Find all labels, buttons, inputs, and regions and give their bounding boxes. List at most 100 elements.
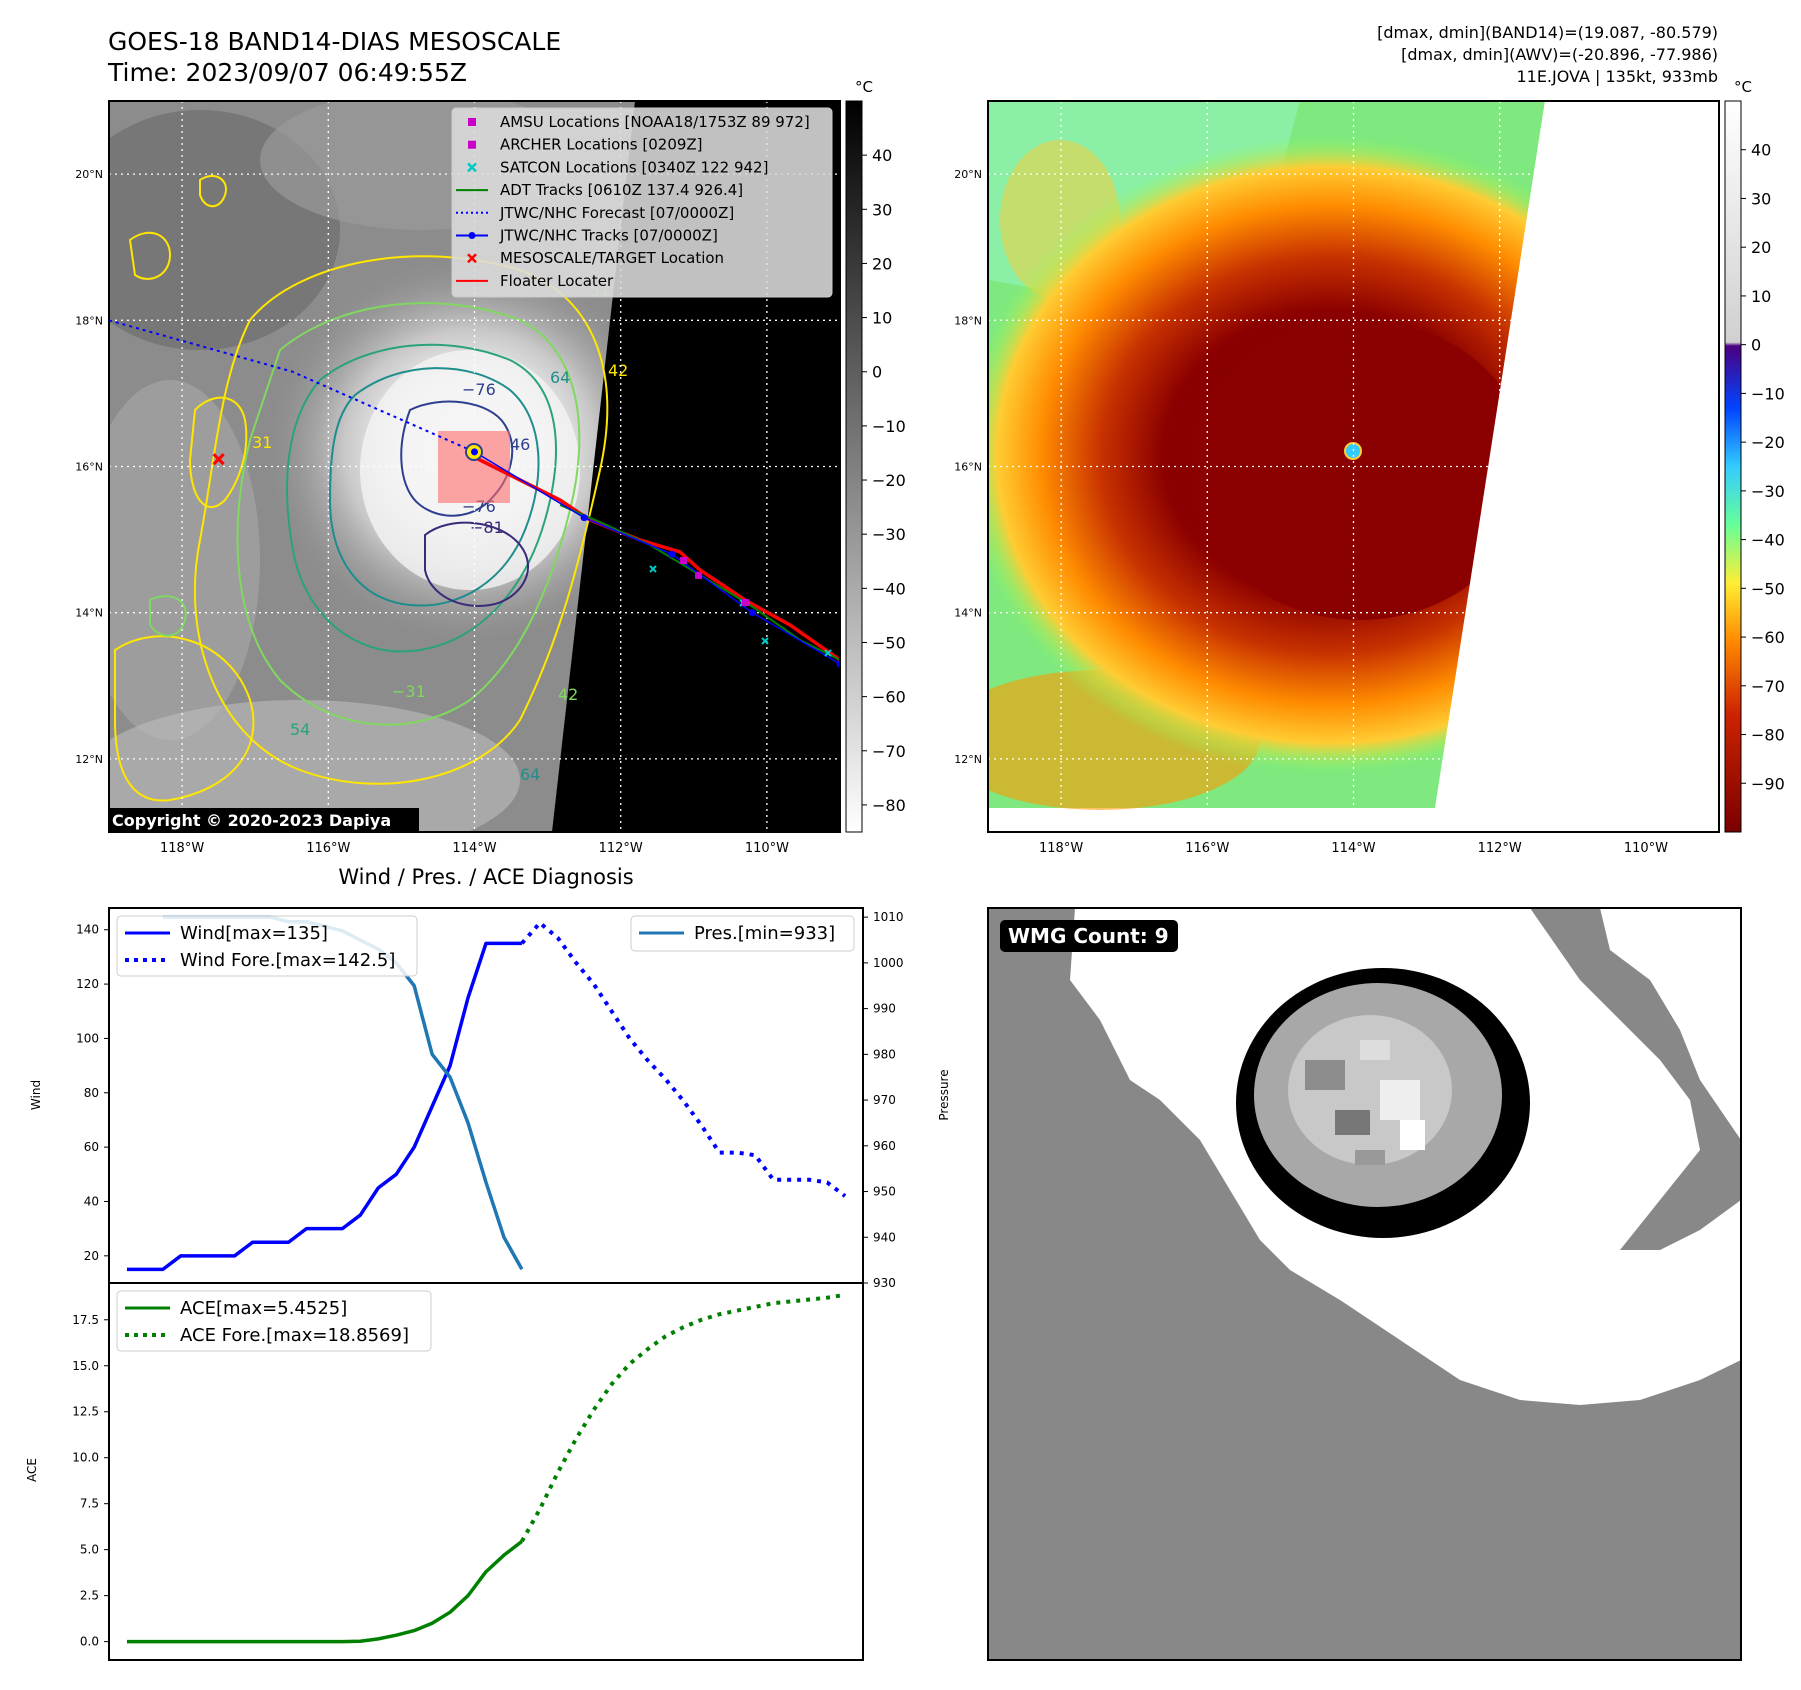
- colorbar-tick-label: −30: [1751, 482, 1785, 501]
- amsu-marker-2: [742, 599, 749, 606]
- forecast-track-line: [109, 319, 475, 453]
- y-tick-label: 7.5: [80, 1497, 99, 1511]
- colorbar-tick-label: 40: [1751, 141, 1771, 160]
- legend-ace: ACE[max=5.4525]: [180, 1298, 347, 1319]
- y-tick-label: 0.0: [80, 1635, 99, 1649]
- contour-label: 64: [550, 368, 570, 387]
- copyright-label: Copyright © 2020-2023 Dapiya: [112, 811, 391, 830]
- awv-colorbar: °C 40 30 20 10 0 −10 −20 −30 −40 −50 −60 −70 −80 −90: [1724, 78, 1785, 833]
- legend-wind: Wind[max=135]: [180, 923, 328, 944]
- wind-axis-label: Wind: [29, 1080, 43, 1110]
- wind-legend: Wind[max=135] Wind Fore.[max=142.5]: [116, 915, 418, 977]
- archer-marker: [695, 572, 702, 579]
- legend-item-label: JTWC/NHC Tracks [07/0000Z]: [499, 227, 718, 245]
- legend-wind-fore: Wind Fore.[max=142.5]: [180, 950, 395, 971]
- y-tick-label: 80: [84, 1086, 99, 1100]
- mesoscale-target-marker: [212, 453, 225, 466]
- y-right-tick-label: 1000: [873, 956, 904, 970]
- colorbar-tick-label: −60: [872, 688, 906, 707]
- lon-tick-label: 110°W: [745, 841, 789, 856]
- colorbar-tick-label: −20: [872, 471, 906, 490]
- y-tick-label: 12.5: [72, 1405, 99, 1419]
- ir-map: −76 64 −76 −81 31 −31 42 54 64 46 51 42: [75, 100, 841, 856]
- legend-item-label: Floater Locater: [500, 272, 614, 290]
- colorbar-tick-label: −40: [872, 579, 906, 598]
- legend-marker: [467, 162, 477, 173]
- lat-tick-label: 18°N: [954, 314, 982, 327]
- series-line: [520, 1292, 846, 1543]
- legend-item-label: AMSU Locations [NOAA18/1753Z 89 972]: [500, 113, 810, 131]
- storm-info: 11E.JOVA | 135kt, 933mb: [1516, 67, 1718, 86]
- best-track-point: [748, 609, 756, 617]
- colorbar-tick-label: −60: [1751, 628, 1785, 647]
- contour-label: 54: [290, 720, 310, 739]
- y-tick-label: 2.5: [80, 1589, 99, 1603]
- target-x: [212, 453, 225, 466]
- colorbar-tick-label: −10: [872, 417, 906, 436]
- amsu-marker: [680, 557, 687, 564]
- legend-item-label: SATCON Locations [0340Z 122 942]: [500, 158, 768, 176]
- pressure-axis-label: Pressure: [937, 1069, 951, 1120]
- colorbar-tick-label: −80: [872, 796, 906, 815]
- dmax-band14: [dmax, dmin](BAND14)=(19.087, -80.579): [1377, 23, 1718, 42]
- ir-colorbar-unit: °C: [855, 78, 873, 96]
- wmg-panel: WMG Count: 9: [987, 907, 1742, 1661]
- awv-colorbar-unit: °C: [1734, 78, 1752, 96]
- lon-tick-label: 114°W: [1331, 841, 1375, 856]
- legend-item-label: JTWC/NHC Forecast [07/0000Z]: [499, 204, 734, 222]
- y-tick-label: 15.0: [72, 1359, 99, 1373]
- ace-legend: ACE[max=5.4525] ACE Fore.[max=18.8569]: [116, 1290, 432, 1352]
- contour-label: −31: [392, 682, 426, 701]
- series-line: [126, 1539, 523, 1644]
- series-line: [126, 941, 522, 1272]
- pressure-legend: Pres.[min=933]: [630, 915, 855, 952]
- colorbar-tick-label: 10: [872, 309, 892, 328]
- lat-tick-label: 18°N: [75, 314, 103, 327]
- dmax-awv: [dmax, dmin](AWV)=(-20.896, -77.986): [1401, 45, 1718, 64]
- lat-tick-label: 16°N: [75, 461, 103, 474]
- legend-marker: [467, 253, 477, 264]
- colorbar-tick-label: −10: [1751, 384, 1785, 403]
- lat-tick-label: 20°N: [954, 168, 982, 181]
- satcon-markers: [649, 565, 832, 657]
- wind-pressure-chart: Wind / Pres. / ACE Diagnosis 20 40 60 80 100…: [29, 865, 951, 1290]
- colorbar-tick-label: 30: [1751, 189, 1771, 208]
- contour-label: 31: [252, 433, 272, 452]
- y-tick-label: 140: [76, 923, 99, 937]
- contour-label: 46: [510, 435, 530, 454]
- best-track-point: [580, 514, 588, 522]
- legend-marker: [468, 118, 476, 126]
- series-line: [520, 920, 847, 1198]
- y-tick-label: 100: [76, 1031, 99, 1045]
- colorbar-tick-label: −40: [1751, 531, 1785, 550]
- chart-title: Wind / Pres. / ACE Diagnosis: [338, 865, 633, 889]
- lon-tick-label: 110°W: [1624, 841, 1668, 856]
- ir-colorbar: °C 40 30 20 10 0 −10 −20 −30 −40 −50 −60 −70 −80: [845, 78, 906, 833]
- y-tick-label: 20: [84, 1249, 99, 1263]
- colorbar-tick-label: 20: [872, 254, 892, 273]
- y-tick-label: 40: [84, 1194, 99, 1208]
- legend-marker: [468, 140, 476, 149]
- legend-item-label: ADT Tracks [0610Z 137.4 926.4]: [500, 181, 743, 199]
- y-right-tick-label: 930: [873, 1276, 896, 1290]
- lat-tick-label: 12°N: [75, 753, 103, 766]
- figure-title-line2: Time: 2023/09/07 06:49:55Z: [107, 58, 467, 87]
- colorbar-tick-label: −70: [872, 742, 906, 761]
- lat-tick-label: 14°N: [75, 607, 103, 620]
- lon-tick-label: 112°W: [599, 841, 643, 856]
- colorbar-tick-label: −50: [1751, 579, 1785, 598]
- y-tick-label: 10.0: [72, 1451, 99, 1465]
- lon-tick-label: 116°W: [1185, 841, 1229, 856]
- colorbar-tick-label: −70: [1751, 677, 1785, 696]
- colorbar-tick-label: −30: [872, 525, 906, 544]
- legend-ace-fore: ACE Fore.[max=18.8569]: [180, 1325, 409, 1346]
- best-track-point: [471, 448, 478, 456]
- wmg-eye: [1236, 968, 1530, 1238]
- y-right-tick-label: 950: [873, 1185, 896, 1199]
- lon-tick-label: 116°W: [306, 841, 350, 856]
- y-tick-label: 17.5: [72, 1313, 99, 1327]
- colorbar-tick-label: 20: [1751, 238, 1771, 257]
- colorbar-tick-label: 40: [872, 146, 892, 165]
- colorbar-tick-label: −20: [1751, 433, 1785, 452]
- contour-label: −81: [470, 518, 504, 537]
